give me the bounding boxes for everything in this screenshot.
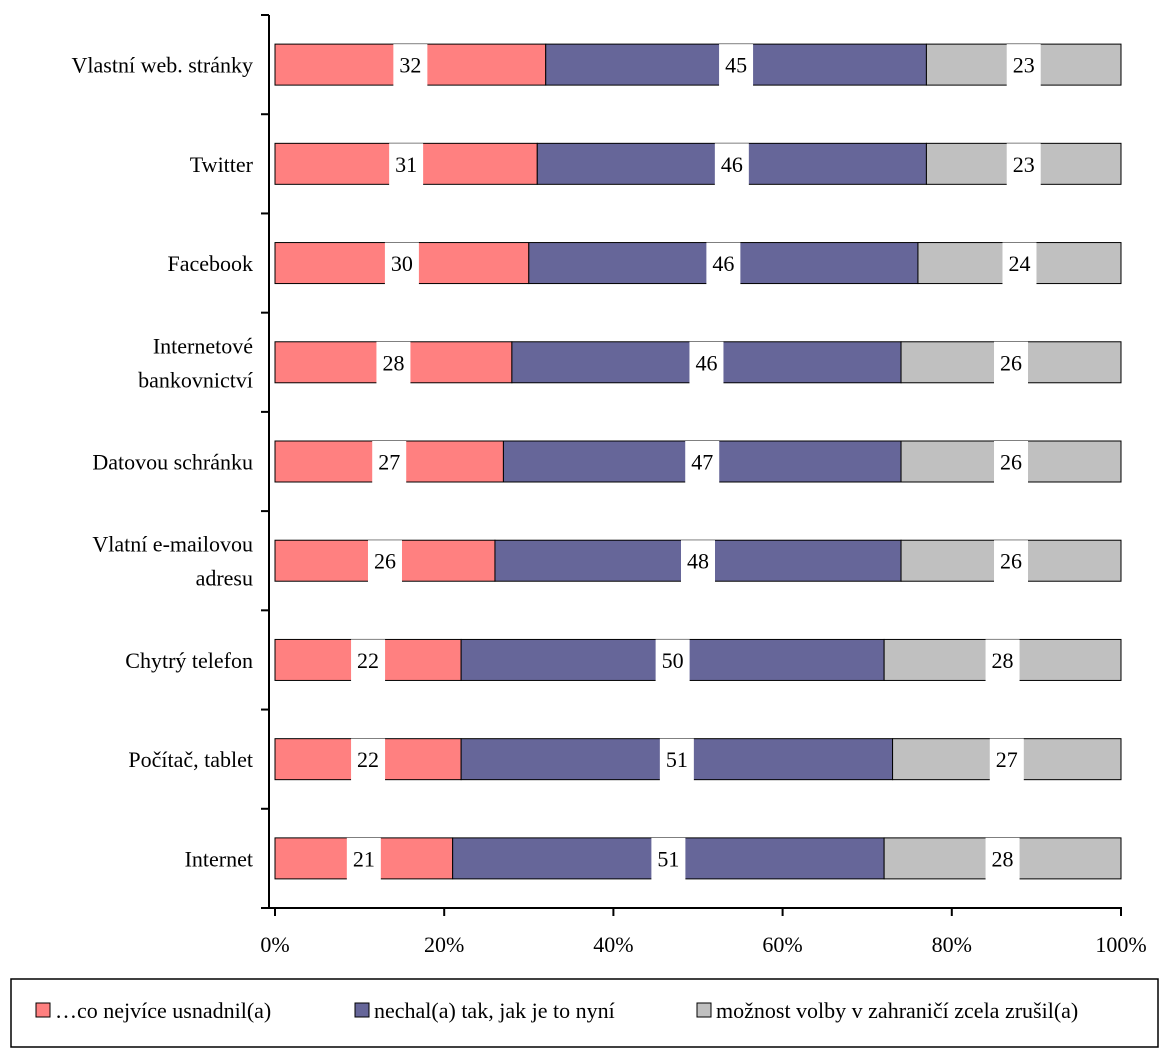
value-label: 45: [725, 53, 747, 78]
value-label-background: [994, 540, 1029, 583]
x-tick-label: 100%: [1095, 932, 1146, 957]
value-label-background: [685, 441, 720, 483]
category-label-group: Vlastní web. stránky Twitter Facebook Inter…: [72, 53, 254, 872]
category-label: Počítač, tablet: [128, 747, 253, 772]
category-label: Vlastní web. stránky: [72, 53, 253, 78]
value-label-background: [1006, 143, 1041, 186]
value-label-background: [994, 341, 1029, 384]
value-label: 48: [687, 549, 709, 574]
axes: [261, 14, 1122, 916]
value-label: 26: [1000, 450, 1022, 475]
value-label-background: [346, 837, 381, 880]
value-label-background: [393, 44, 428, 87]
value-label-background: [384, 242, 419, 285]
value-label: 46: [721, 152, 743, 177]
value-label: 51: [666, 747, 688, 772]
category-label: Vlatní e-mailovou adresu: [92, 532, 253, 591]
value-label: 46: [695, 350, 717, 375]
value-label-background: [655, 639, 690, 682]
value-label: 28: [992, 648, 1014, 673]
legend-swatch: [35, 1002, 51, 1018]
value-label: 47: [691, 450, 713, 475]
value-label-background: [719, 44, 754, 87]
legend-label: možnost volby v zahraničí zcela zrušil(a…: [716, 998, 1078, 1023]
value-label-background: [651, 837, 686, 880]
value-label-background: [985, 837, 1020, 880]
value-label: 26: [374, 549, 396, 574]
value-label-background: [351, 738, 386, 781]
value-label: 26: [1000, 350, 1022, 375]
x-tick-label: 60%: [762, 932, 802, 957]
value-label: 50: [662, 648, 684, 673]
value-label-background: [994, 441, 1029, 483]
value-label-background: [659, 738, 694, 781]
legend: …co nejvíce usnadnil(a) nechal(a) tak, ja…: [10, 978, 1159, 1048]
x-tick-label: 20%: [424, 932, 464, 957]
x-tick-label: 40%: [593, 932, 633, 957]
value-label: 26: [1000, 549, 1022, 574]
category-label: Chytrý telefon: [125, 648, 253, 673]
value-label-background: [681, 540, 715, 583]
x-tick-label: 80%: [932, 932, 972, 957]
value-label: 21: [353, 846, 375, 871]
value-label: 31: [395, 152, 417, 177]
legend-swatch: [354, 1002, 370, 1018]
value-label: 27: [378, 450, 400, 475]
value-label: 27: [996, 747, 1018, 772]
value-label: 32: [399, 53, 421, 78]
value-label-background: [389, 143, 424, 186]
value-label: 23: [1013, 152, 1035, 177]
value-label: 22: [357, 747, 379, 772]
legend-box: [10, 978, 1159, 1048]
x-tick-label-group: 0% 20% 40% 60% 80% 100%: [260, 932, 1146, 957]
value-label-background: [351, 639, 386, 682]
legend-label: nechal(a) tak, jak je to nyní: [374, 998, 615, 1023]
value-label-group: 32 45 23 31 46 23 30 46 24 28 46 26 27 47 26 26 48 26 22 50…: [346, 44, 1041, 880]
value-label: 24: [1008, 251, 1030, 276]
value-label-background: [376, 341, 411, 384]
value-label-background: [372, 441, 407, 483]
value-label-background: [367, 540, 402, 583]
legend-label: …co nejvíce usnadnil(a): [55, 998, 271, 1023]
value-label-background: [706, 242, 741, 285]
value-label-background: [689, 341, 724, 384]
category-label: Facebook: [167, 251, 253, 276]
value-label: 30: [391, 251, 413, 276]
value-label: 28: [382, 350, 404, 375]
value-label: 23: [1013, 53, 1035, 78]
value-label: 46: [712, 251, 734, 276]
legend-swatch: [696, 1002, 712, 1018]
category-label: Internetové bankovnictví: [138, 333, 253, 392]
value-label-background: [714, 143, 749, 186]
value-label-background: [1006, 44, 1041, 87]
category-label: Datovou schránku: [92, 450, 253, 475]
value-label-background: [1002, 242, 1037, 285]
value-label: 28: [992, 846, 1014, 871]
value-label: 22: [357, 648, 379, 673]
value-label-background: [989, 738, 1024, 781]
value-label-background: [985, 639, 1020, 682]
x-tick-label: 0%: [260, 932, 289, 957]
category-label: Internet: [185, 846, 253, 871]
value-label: 51: [657, 846, 679, 871]
category-label: Twitter: [190, 152, 254, 177]
